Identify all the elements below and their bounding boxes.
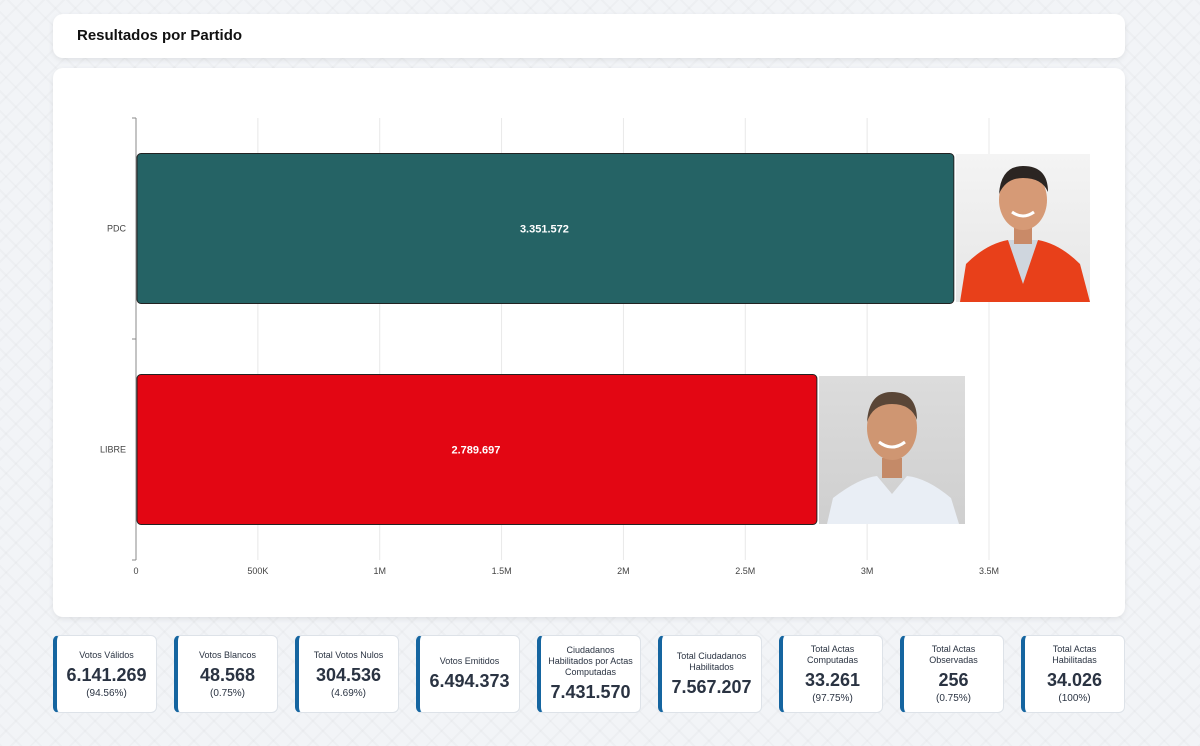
y-tick-label-pdc: PDC [107, 224, 127, 234]
stat-label: Votos Emitidos [439, 656, 500, 666]
stat-card: Votos Emitidos 6.494.373 [416, 635, 520, 713]
stat-label: Total Ciudadanos Habilitados [676, 650, 747, 672]
bar-value-label-pdc: 3.351.572 [520, 224, 569, 236]
stat-card: Votos Blancos 48.568 (0.75%) [174, 635, 278, 713]
stat-label: Ciudadanos Habilitados por Actas Computa… [548, 645, 633, 677]
stat-value: 48.568 [199, 664, 256, 685]
header-card: Resultados por Partido [53, 14, 1125, 58]
stat-percentage: (94.56%) [86, 687, 127, 699]
stat-card: Total Actas Habilitadas 34.026 (100%) [1021, 635, 1125, 713]
stat-card: Total Votos Nulos 304.536 (4.69%) [295, 635, 399, 713]
stat-card: Votos Válidos 6.141.269 (94.56%) [53, 635, 157, 713]
stat-label: Total Actas Observadas [929, 644, 978, 665]
candidate-photo-libre [819, 376, 965, 524]
stats-row: Votos Válidos 6.141.269 (94.56%) Votos Blan… [53, 635, 1125, 713]
stat-label: Votos Válidos [79, 649, 134, 660]
stat-percentage: (100%) [1058, 693, 1091, 704]
stat-card: Total Actas Observadas 256 (0.75%) [900, 635, 1004, 713]
stat-label: Votos Blancos [198, 649, 257, 660]
stat-value: 256 [938, 670, 969, 690]
stat-value: 304.536 [315, 664, 382, 685]
stat-percentage: (0.75%) [935, 693, 971, 704]
stat-value: 6.494.373 [429, 671, 510, 691]
bar-chart: 0 500K 1M 1.5M 2M 2.5M 3M 3.5M PDC LIBRE 3.351.57… [100, 117, 1090, 576]
stat-card: Ciudadanos Habilitados por Actas Computa… [537, 635, 641, 713]
x-tick-label: 1M [373, 566, 386, 576]
x-tick-label: 3M [861, 566, 874, 576]
stat-percentage: (97.75%) [812, 693, 853, 704]
chart-card: 0 500K 1M 1.5M 2M 2.5M 3M 3.5M PDC LIBRE 3.351.57… [53, 68, 1125, 617]
stat-value: 7.431.570 [550, 682, 631, 702]
stat-card: Total Actas Computadas 33.261 (97.75%) [779, 635, 883, 713]
stat-value: 33.261 [804, 670, 861, 690]
x-tick-label: 0 [133, 566, 138, 576]
x-tick-label: 2M [617, 566, 630, 576]
stat-percentage: (4.69%) [330, 687, 366, 699]
x-tick-label: 3.5M [979, 566, 999, 576]
stat-value: 6.141.269 [66, 664, 147, 685]
stat-label: Total Actas Habilitadas [1052, 644, 1097, 665]
stat-card: Total Ciudadanos Habilitados 7.567.207 [658, 635, 762, 713]
candidate-photo-pdc [956, 154, 1090, 302]
stat-label: Total Actas Computadas [806, 644, 859, 665]
bar-value-label-libre: 2.789.697 [451, 445, 500, 457]
bar-libre[interactable] [136, 374, 818, 525]
stat-label: Total Votos Nulos [313, 649, 384, 660]
bar-pdc[interactable] [136, 153, 955, 304]
page-title: Resultados por Partido [77, 27, 243, 44]
x-tick-label: 2.5M [735, 566, 755, 576]
stat-value: 34.026 [1046, 670, 1103, 690]
x-tick-label: 500K [247, 566, 268, 576]
x-tick-label: 1.5M [492, 566, 512, 576]
y-tick-label-libre: LIBRE [100, 445, 126, 455]
stat-percentage: (0.75%) [209, 687, 245, 699]
stat-value: 7.567.207 [671, 676, 752, 697]
